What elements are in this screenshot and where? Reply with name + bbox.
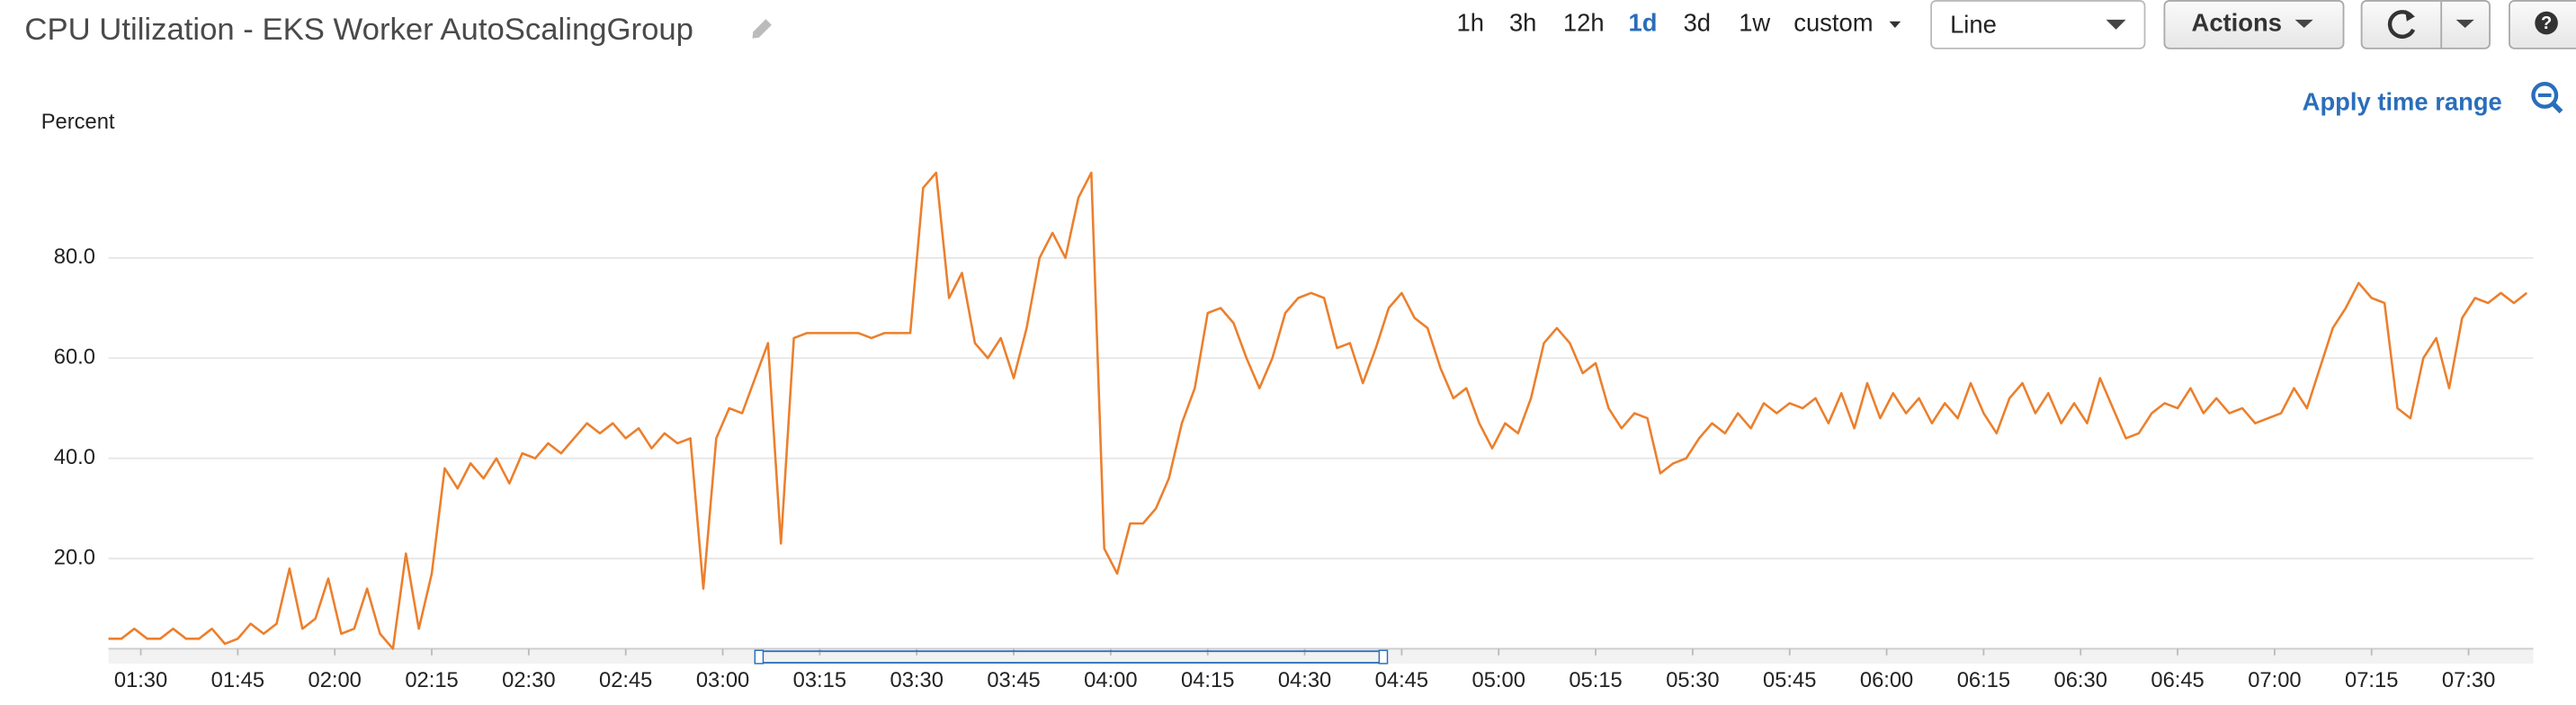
y-tick-label: 20.0 <box>54 546 95 569</box>
help-button[interactable]: ? <box>2509 0 2576 49</box>
x-tick-label: 06:30 <box>2054 669 2107 692</box>
time-range-button[interactable]: custom <box>1793 9 1873 37</box>
title: CPU Utilization - EKS Worker AutoScaling… <box>24 13 693 47</box>
x-tick-label: 02:45 <box>599 669 652 692</box>
x-tick-label: 06:00 <box>1860 669 1913 692</box>
x-tick-label: 06:45 <box>2151 669 2204 692</box>
x-tick-label: 02:30 <box>502 669 555 692</box>
x-tick-label: 03:00 <box>696 669 749 692</box>
x-tick-label: 04:00 <box>1084 669 1137 692</box>
x-tick-label: 02:15 <box>405 669 458 692</box>
x-tick-label: 05:30 <box>1666 669 1719 692</box>
x-tick-label: 04:15 <box>1181 669 1234 692</box>
y-axis-label: Percent <box>41 111 115 134</box>
apply-time-range[interactable]: Apply time range <box>2303 87 2502 115</box>
edit-icon[interactable] <box>749 19 772 41</box>
x-tick-label: 07:15 <box>2345 669 2398 692</box>
x-tick-label: 05:45 <box>1763 669 1816 692</box>
plot: 20.0 40.0 60.0 80.0 01:30 01:45 02:00 02:15 02:3… <box>54 171 2534 692</box>
y-tick-label: 60.0 <box>54 346 95 370</box>
time-range-button[interactable]: 3h <box>1509 9 1536 37</box>
y-tick-label: 40.0 <box>54 446 95 469</box>
view-select[interactable]: Line <box>1930 0 2146 49</box>
y-tick-label: 80.0 <box>54 245 95 269</box>
data-line <box>108 171 2528 650</box>
x-axis-band <box>108 648 2534 664</box>
x-tick-label: 03:15 <box>793 669 846 692</box>
x-tick-label: 07:00 <box>2248 669 2301 692</box>
x-tick-label: 06:15 <box>1957 669 2010 692</box>
x-tick-label: 07:30 <box>2442 669 2495 692</box>
time-range-group: 1h 3h 12h 1d 3d 1w custom <box>1457 9 1874 37</box>
view-select-value: Line <box>1950 10 1997 38</box>
x-tick-label: 03:30 <box>890 669 944 692</box>
range-brush[interactable] <box>754 649 1389 665</box>
help-label: ? <box>2541 13 2552 33</box>
time-range-button[interactable]: 1w <box>1739 9 1770 37</box>
x-tick-label: 01:30 <box>114 669 167 692</box>
time-range-button[interactable]: 12h <box>1563 9 1605 37</box>
x-tick-label: 05:00 <box>1472 669 1525 692</box>
x-tick-label: 04:45 <box>1375 669 1428 692</box>
actions-button[interactable]: Actions <box>2163 0 2345 49</box>
time-range-button[interactable]: 1d <box>1629 9 1658 37</box>
custom-caret <box>1889 21 1901 29</box>
time-range-button[interactable]: 3d <box>1684 9 1711 37</box>
x-tick-label: 02:00 <box>308 669 361 692</box>
time-range-button[interactable]: 1h <box>1457 9 1484 37</box>
actions-label: Actions <box>2192 9 2282 37</box>
x-tick-label: 05:15 <box>1569 669 1622 692</box>
refresh-button[interactable] <box>2360 0 2491 49</box>
zoom-out-icon[interactable] <box>2531 81 2563 114</box>
x-tick-label: 04:30 <box>1278 669 1331 692</box>
x-tick-label: 01:45 <box>211 669 264 692</box>
x-tick-label: 03:45 <box>987 669 1040 692</box>
